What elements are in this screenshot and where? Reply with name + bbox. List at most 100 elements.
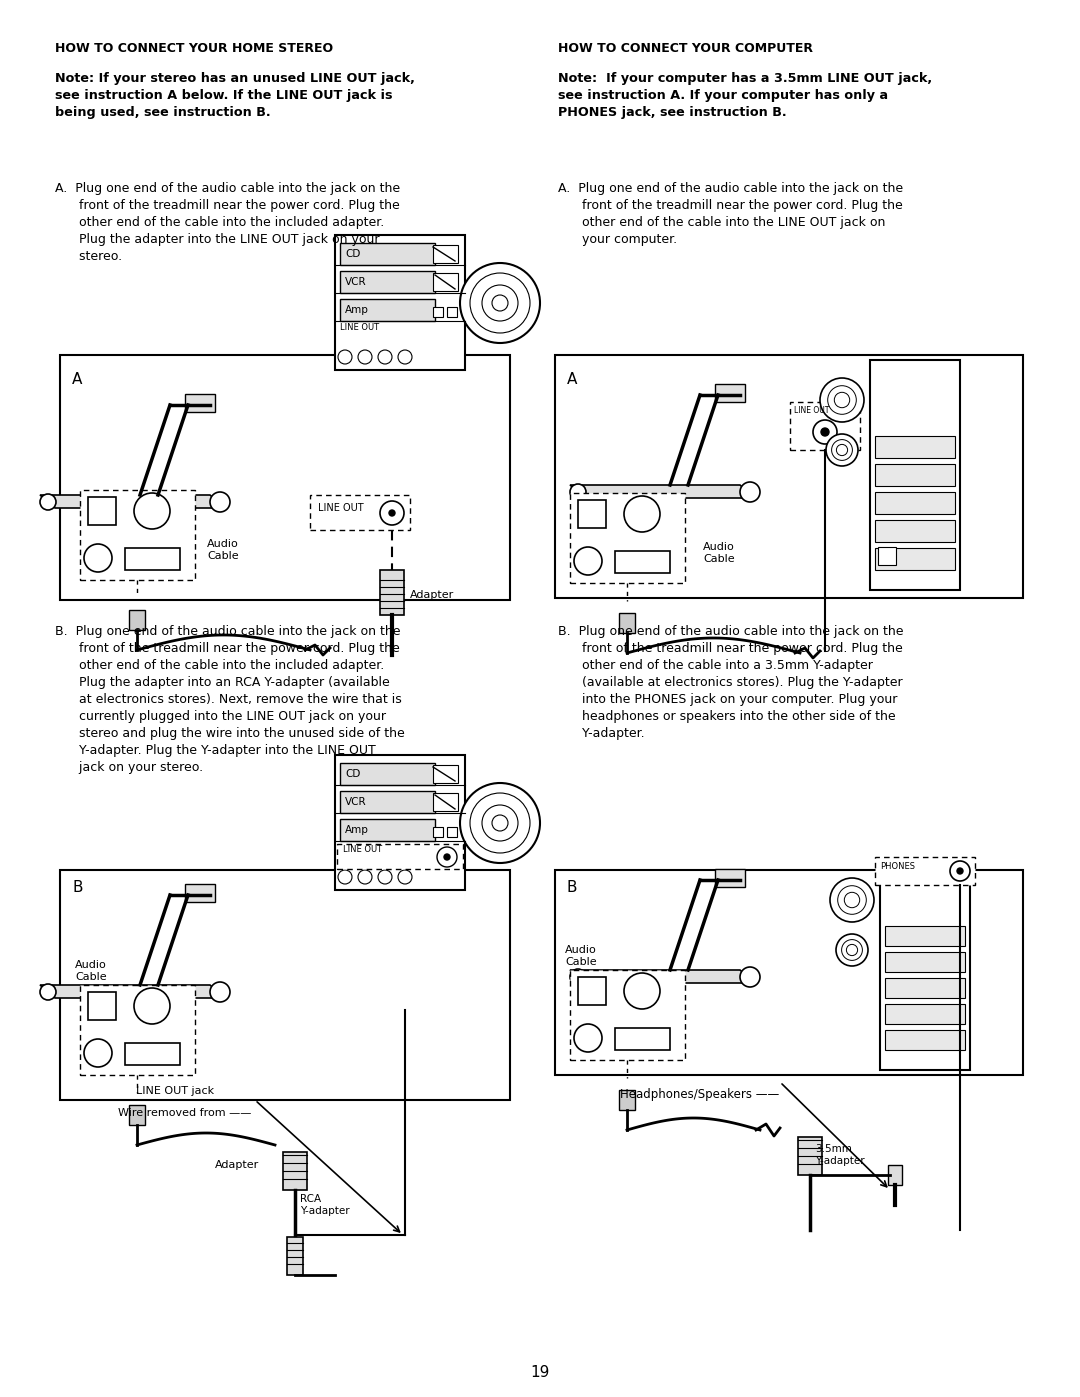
Bar <box>578 977 606 1004</box>
Circle shape <box>460 263 540 344</box>
Text: Adapter: Adapter <box>410 590 455 599</box>
Bar <box>335 235 465 370</box>
Bar <box>555 355 1023 598</box>
Circle shape <box>836 935 868 965</box>
Text: Audio
Cable: Audio Cable <box>75 960 107 982</box>
Text: Headphones/Speakers ——: Headphones/Speakers —— <box>620 1088 780 1101</box>
Bar <box>340 819 435 841</box>
Bar <box>875 492 955 514</box>
Bar <box>885 1004 966 1024</box>
Text: LINE OUT: LINE OUT <box>340 323 379 332</box>
Polygon shape <box>40 495 225 509</box>
Circle shape <box>134 988 170 1024</box>
FancyBboxPatch shape <box>875 856 975 886</box>
Bar <box>875 548 955 570</box>
Bar <box>433 766 458 782</box>
Bar <box>875 520 955 542</box>
Bar <box>340 243 435 265</box>
Circle shape <box>740 967 760 988</box>
Circle shape <box>389 510 395 515</box>
Bar <box>60 870 510 1099</box>
Text: B.  Plug one end of the audio cable into the jack on the
      front of the trea: B. Plug one end of the audio cable into … <box>558 624 904 740</box>
Bar <box>447 827 457 837</box>
Bar <box>878 548 896 564</box>
Polygon shape <box>570 485 755 497</box>
Circle shape <box>570 483 586 500</box>
Bar <box>715 384 745 402</box>
Circle shape <box>444 854 450 861</box>
Bar <box>875 464 955 486</box>
Bar <box>433 827 443 837</box>
Circle shape <box>573 1024 602 1052</box>
Bar <box>715 869 745 887</box>
Text: LINE OUT: LINE OUT <box>794 407 829 415</box>
Bar <box>340 763 435 785</box>
Bar <box>185 884 215 902</box>
Text: Note:  If your computer has a 3.5mm LINE OUT jack,
see instruction A. If your co: Note: If your computer has a 3.5mm LINE … <box>558 73 932 119</box>
Bar <box>885 926 966 946</box>
Text: B: B <box>567 880 578 895</box>
Bar <box>870 360 960 590</box>
FancyBboxPatch shape <box>570 970 685 1060</box>
Circle shape <box>40 495 56 510</box>
Bar <box>578 500 606 528</box>
Text: CD: CD <box>345 249 361 258</box>
Text: Audio
Cable: Audio Cable <box>565 944 597 967</box>
Polygon shape <box>570 970 755 983</box>
Text: HOW TO CONNECT YOUR HOME STEREO: HOW TO CONNECT YOUR HOME STEREO <box>55 42 333 54</box>
Bar <box>433 793 458 812</box>
Bar <box>380 570 404 615</box>
Bar <box>340 299 435 321</box>
Text: RCA
Y-adapter: RCA Y-adapter <box>300 1194 350 1215</box>
Bar <box>555 870 1023 1076</box>
Bar <box>129 610 145 630</box>
Text: LINE OUT: LINE OUT <box>343 845 382 854</box>
Bar <box>447 307 457 317</box>
FancyBboxPatch shape <box>570 493 685 583</box>
Bar <box>619 613 635 633</box>
FancyBboxPatch shape <box>789 402 860 450</box>
Text: VCR: VCR <box>345 277 366 286</box>
Bar <box>287 1236 303 1275</box>
Bar <box>888 1165 902 1185</box>
Circle shape <box>740 482 760 502</box>
Bar <box>340 271 435 293</box>
Bar <box>885 1030 966 1051</box>
Text: A: A <box>567 372 578 387</box>
Polygon shape <box>40 985 225 997</box>
Circle shape <box>826 434 858 467</box>
Circle shape <box>573 548 602 576</box>
Text: 3.5mm
Y-adapter: 3.5mm Y-adapter <box>815 1144 865 1166</box>
Text: LINE OUT: LINE OUT <box>318 503 364 513</box>
Bar <box>87 497 116 525</box>
Bar <box>129 1105 145 1125</box>
Bar <box>60 355 510 599</box>
Text: VCR: VCR <box>345 798 366 807</box>
Text: Adapter: Adapter <box>215 1160 259 1171</box>
Bar <box>875 436 955 458</box>
Bar <box>798 1137 822 1175</box>
Circle shape <box>84 543 112 571</box>
Bar <box>125 548 180 570</box>
Bar <box>433 307 443 317</box>
Circle shape <box>957 868 963 875</box>
FancyBboxPatch shape <box>337 844 463 869</box>
Circle shape <box>134 493 170 529</box>
Text: Audio
Cable: Audio Cable <box>207 539 239 560</box>
Bar <box>335 754 465 890</box>
Bar <box>619 1090 635 1111</box>
Bar <box>87 992 116 1020</box>
Circle shape <box>820 379 864 422</box>
Circle shape <box>624 972 660 1009</box>
Text: LINE OUT jack: LINE OUT jack <box>136 1085 214 1097</box>
Circle shape <box>813 420 837 444</box>
Circle shape <box>460 782 540 863</box>
Bar <box>615 550 670 573</box>
Text: A: A <box>72 372 82 387</box>
Circle shape <box>40 983 56 1000</box>
Text: A.  Plug one end of the audio cable into the jack on the
      front of the trea: A. Plug one end of the audio cable into … <box>558 182 903 246</box>
Text: HOW TO CONNECT YOUR COMPUTER: HOW TO CONNECT YOUR COMPUTER <box>558 42 813 54</box>
FancyBboxPatch shape <box>80 490 195 580</box>
Text: Amp: Amp <box>345 305 369 314</box>
Bar <box>125 1044 180 1065</box>
